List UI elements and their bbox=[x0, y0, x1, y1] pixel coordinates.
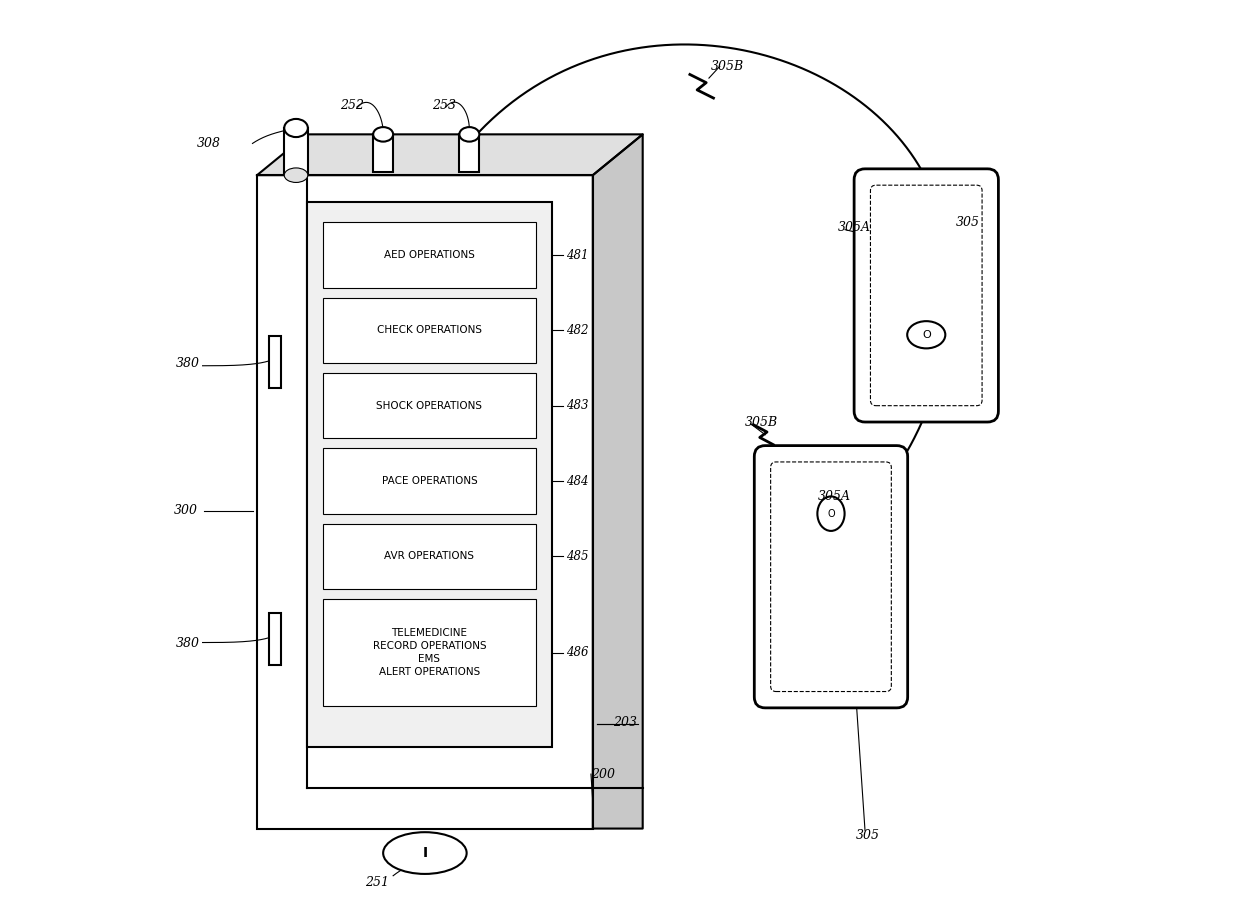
Bar bbox=[324, 223, 536, 288]
Ellipse shape bbox=[459, 127, 480, 142]
Text: AED OPERATIONS: AED OPERATIONS bbox=[384, 250, 475, 260]
Text: O: O bbox=[921, 330, 931, 340]
Bar bbox=[324, 448, 536, 514]
Text: 203: 203 bbox=[613, 716, 637, 729]
Text: 481: 481 bbox=[565, 248, 588, 261]
Bar bbox=[308, 203, 552, 747]
Text: 484: 484 bbox=[565, 475, 588, 488]
Text: TELEMEDICINE
RECORD OPERATIONS
EMS
ALERT OPERATIONS: TELEMEDICINE RECORD OPERATIONS EMS ALERT… bbox=[373, 628, 486, 677]
Text: 200: 200 bbox=[591, 768, 615, 781]
Text: 253: 253 bbox=[433, 99, 456, 111]
Text: 305: 305 bbox=[856, 829, 880, 843]
Polygon shape bbox=[257, 134, 642, 175]
Text: 252: 252 bbox=[341, 99, 365, 111]
Text: PACE OPERATIONS: PACE OPERATIONS bbox=[382, 476, 477, 486]
Text: O: O bbox=[827, 509, 835, 519]
Text: 483: 483 bbox=[565, 399, 588, 412]
Text: 300: 300 bbox=[174, 505, 197, 518]
Ellipse shape bbox=[383, 832, 466, 874]
Text: 305A: 305A bbox=[818, 490, 851, 503]
Bar bbox=[459, 134, 480, 173]
FancyBboxPatch shape bbox=[854, 169, 998, 422]
Text: 305B: 305B bbox=[711, 59, 744, 73]
Ellipse shape bbox=[908, 321, 945, 349]
Text: 305B: 305B bbox=[745, 415, 779, 428]
Ellipse shape bbox=[817, 497, 844, 531]
Bar bbox=[269, 613, 280, 666]
Ellipse shape bbox=[373, 127, 393, 142]
Text: 486: 486 bbox=[565, 646, 588, 659]
Bar bbox=[324, 524, 536, 589]
Ellipse shape bbox=[284, 168, 308, 183]
Bar bbox=[269, 336, 280, 388]
Ellipse shape bbox=[284, 119, 308, 137]
Text: 308: 308 bbox=[197, 137, 221, 150]
Bar bbox=[373, 134, 393, 173]
Text: CHECK OPERATIONS: CHECK OPERATIONS bbox=[377, 325, 482, 335]
Bar bbox=[284, 128, 308, 175]
Polygon shape bbox=[593, 134, 642, 829]
Text: 482: 482 bbox=[565, 324, 588, 337]
Text: I: I bbox=[423, 846, 428, 860]
Text: SHOCK OPERATIONS: SHOCK OPERATIONS bbox=[377, 401, 482, 411]
Text: 251: 251 bbox=[365, 876, 389, 889]
Text: AVR OPERATIONS: AVR OPERATIONS bbox=[384, 551, 475, 561]
Bar bbox=[324, 373, 536, 438]
Text: 305A: 305A bbox=[838, 221, 870, 235]
Text: 380: 380 bbox=[175, 358, 200, 371]
Text: 305: 305 bbox=[956, 215, 980, 229]
Bar bbox=[324, 298, 536, 363]
FancyBboxPatch shape bbox=[754, 446, 908, 708]
Text: 380: 380 bbox=[175, 637, 200, 650]
Bar bbox=[257, 175, 593, 829]
Text: 485: 485 bbox=[565, 550, 588, 562]
Bar bbox=[324, 599, 536, 706]
